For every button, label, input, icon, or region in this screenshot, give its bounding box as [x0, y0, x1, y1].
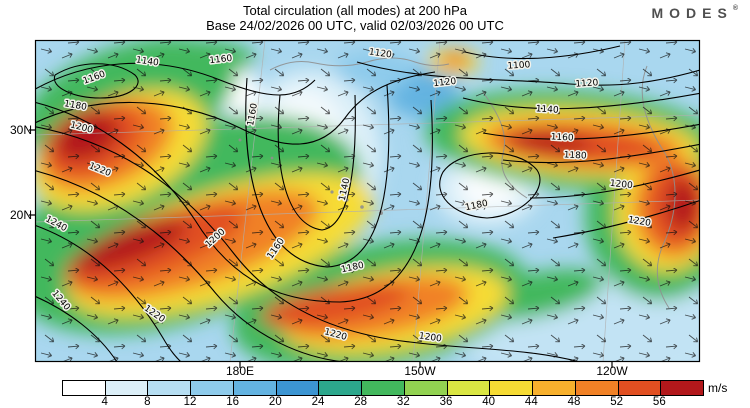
colorbar-cell: [490, 381, 534, 395]
contour-label: 1140: [135, 55, 159, 68]
modes-logo: MODES®: [651, 5, 738, 21]
colorbar-tick-label: 56: [652, 396, 666, 408]
colorbar-tick-label: 44: [524, 396, 538, 408]
colorbar-tick-label: 28: [354, 396, 368, 408]
colorbar-cell: [362, 381, 405, 395]
colorbar-tick-label: 12: [183, 396, 197, 408]
colorbar: [62, 380, 704, 396]
contour-label: 1180: [563, 150, 587, 161]
colorbar-cell: [191, 381, 234, 395]
colorbar-cell: [447, 381, 491, 395]
colorbar-tick-label: 48: [567, 396, 581, 408]
contour-label: 1100: [507, 60, 531, 72]
colorbar-cell: [148, 381, 192, 395]
contour-label: 1200: [418, 331, 442, 344]
colorbar-cell: [276, 381, 320, 395]
contour-label: 1120: [433, 77, 457, 89]
colorbar-tick-label: 40: [482, 396, 496, 408]
map-frame: [34, 39, 701, 363]
y-axis-label-30n: 30N: [9, 123, 32, 137]
chart-title-block: Total circulation (all modes) at 200 hPa…: [0, 3, 710, 33]
wind-arrows-layer: [35, 40, 700, 362]
contour-label: 1120: [575, 78, 599, 90]
colorbar-tick-row: 4 8 12 16 20 24 28 32 36 40 44 48 52 56: [62, 396, 702, 408]
colorbar-cell: [575, 381, 619, 395]
colorbar-cell: [63, 381, 106, 395]
colorbar-cell: [661, 381, 704, 395]
colorbar-tick-label: 52: [610, 396, 624, 408]
colorbar-cell: [404, 381, 448, 395]
y-axis-label-20n: 20N: [9, 208, 32, 222]
colorbar-cell: [105, 381, 149, 395]
colorbar-tick-label: 24: [311, 396, 325, 408]
map-plot-area: 1160 1140 1160 1120 1120 1100 1120 1140 1160 1180…: [29, 39, 701, 368]
x-axis-label-120w: 120W: [596, 364, 628, 378]
axis-tick-marks: [29, 129, 613, 368]
colorbar-tick-label: 36: [439, 396, 453, 408]
colorbar-cell: [319, 381, 363, 395]
chart-subtitle: Base 24/02/2026 00 UTC, valid 02/03/2026…: [206, 18, 504, 33]
modes-logo-text: MODES: [651, 5, 733, 21]
colorbar-cell: [233, 381, 277, 395]
contour-label: 1200: [609, 179, 633, 191]
colorbar-tick-label: 8: [144, 396, 151, 408]
colorbar-tick-label: 4: [101, 396, 108, 408]
registered-mark-icon: ®: [732, 5, 738, 12]
contour-label: 1160: [550, 132, 574, 143]
colorbar-tick-label: 32: [396, 396, 410, 408]
colorbar-tick-label: 16: [226, 396, 240, 408]
contour-label: 1120: [368, 47, 392, 60]
chart-title: Total circulation (all modes) at 200 hPa: [242, 3, 467, 18]
x-axis-label-180e: 180E: [225, 364, 255, 378]
x-axis-label-150w: 150W: [404, 364, 436, 378]
contour-label: 1140: [535, 104, 559, 116]
colorbar-cell: [533, 381, 576, 395]
colorbar-cell: [618, 381, 662, 395]
colorbar-tick-label: 20: [268, 396, 282, 408]
contour-label: 1160: [209, 54, 233, 66]
colorbar-units: m/s: [708, 381, 728, 395]
